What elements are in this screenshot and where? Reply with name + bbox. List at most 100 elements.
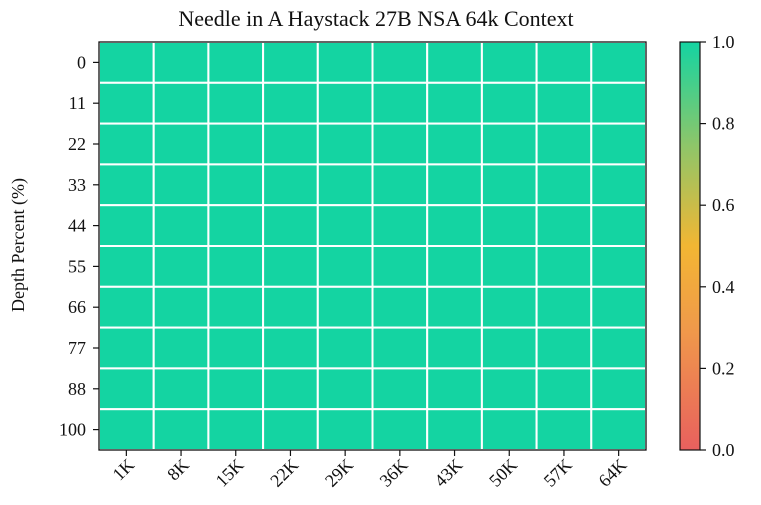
heatmap-cell: [535, 41, 593, 84]
heatmap-cell: [98, 204, 155, 247]
heatmap-cell: [98, 367, 155, 411]
heatmap-cells: [98, 41, 647, 452]
heatmap-cell: [262, 163, 319, 207]
y-tick-label: 33: [68, 175, 86, 195]
y-tick-label: 22: [68, 134, 86, 154]
heatmap-cell: [98, 408, 155, 452]
heatmap-cell: [207, 204, 265, 247]
heatmap-cell: [316, 285, 374, 329]
heatmap-cell: [98, 122, 155, 166]
heatmap-cell: [371, 285, 429, 329]
heatmap-cell: [535, 81, 593, 125]
heatmap-cell: [535, 326, 593, 370]
heatmap-cell: [426, 367, 483, 411]
colorbar-tick-label: 0.2: [712, 358, 735, 378]
x-tick-label: 22K: [266, 455, 302, 491]
heatmap-cell: [535, 285, 593, 329]
heatmap-cell: [590, 122, 647, 166]
heatmap-cell: [152, 326, 210, 370]
x-tick-labels: 1K 8K 15K 22K 29K 36K 43K 50K 57K 64K: [108, 450, 630, 491]
heatmap-cell: [590, 204, 647, 247]
heatmap-cell: [590, 408, 647, 452]
colorbar-tick-label: 0.4: [712, 277, 735, 297]
heatmap-cell: [371, 81, 429, 125]
heatmap-cell: [371, 204, 429, 247]
y-tick-label: 100: [59, 420, 86, 440]
heatmap-cell: [152, 163, 210, 207]
heatmap-cell: [262, 367, 319, 411]
heatmap-cell: [480, 41, 538, 84]
y-tick-labels: 0 11 22 33 44 55 66 77 88 100: [59, 52, 99, 440]
chart-title: Needle in A Haystack 27B NSA 64k Context: [178, 6, 573, 31]
heatmap-cell: [480, 81, 538, 125]
heatmap-cell: [262, 285, 319, 329]
colorbar-gradient: [679, 41, 701, 451]
heatmap-cell: [371, 245, 429, 288]
heatmap-cell: [316, 408, 374, 452]
heatmap-cell: [426, 408, 483, 452]
y-tick-label: 44: [68, 216, 86, 236]
colorbar-tick-label: 0.0: [712, 440, 735, 460]
heatmap-cell: [152, 285, 210, 329]
heatmap-cell: [98, 163, 155, 207]
x-tick-label: 8K: [163, 455, 193, 485]
heatmap-cell: [480, 245, 538, 288]
y-tick-label: 66: [68, 297, 86, 317]
y-tick-label: 0: [77, 52, 86, 72]
heatmap-cell: [480, 122, 538, 166]
heatmap-cell: [262, 408, 319, 452]
heatmap-cell: [207, 367, 265, 411]
heatmap-cell: [152, 41, 210, 84]
heatmap-cell: [371, 367, 429, 411]
heatmap-cell: [152, 81, 210, 125]
heatmap-cell: [152, 122, 210, 166]
heatmap-cell: [207, 81, 265, 125]
x-tick-label: 50K: [485, 455, 521, 491]
heatmap-cell: [535, 367, 593, 411]
heatmap-cell: [535, 245, 593, 288]
heatmap-cell: [152, 367, 210, 411]
heatmap-cell: [535, 408, 593, 452]
heatmap-cell: [207, 408, 265, 452]
heatmap-cell: [152, 408, 210, 452]
x-tick-label: 29K: [321, 455, 357, 491]
colorbar-tick-label: 0.6: [712, 195, 735, 215]
heatmap-cell: [480, 326, 538, 370]
heatmap-cell: [262, 41, 319, 84]
heatmap-cell: [207, 163, 265, 207]
heatmap-cell: [98, 326, 155, 370]
heatmap-cell: [426, 326, 483, 370]
heatmap-cell: [316, 367, 374, 411]
heatmap-cell: [371, 326, 429, 370]
heatmap-cell: [535, 163, 593, 207]
heatmap-cell: [316, 326, 374, 370]
x-tick-label: 15K: [212, 455, 248, 491]
heatmap-cell: [262, 245, 319, 288]
heatmap-cell: [480, 408, 538, 452]
colorbar: 0.0 0.2 0.4 0.6 0.8 1.0: [679, 32, 735, 460]
heatmap-cell: [590, 41, 647, 84]
heatmap-cell: [98, 81, 155, 125]
colorbar-tick-label: 0.8: [712, 114, 735, 134]
heatmap-cell: [590, 245, 647, 288]
heatmap-cell: [426, 122, 483, 166]
heatmap-cell: [590, 326, 647, 370]
heatmap-cell: [480, 163, 538, 207]
heatmap-cell: [316, 122, 374, 166]
heatmap-cell: [316, 81, 374, 125]
x-tick-label: 57K: [540, 455, 576, 491]
heatmap-cell: [152, 204, 210, 247]
heatmap-cell: [316, 245, 374, 288]
heatmap-cell: [426, 41, 483, 84]
heatmap-cell: [152, 245, 210, 288]
heatmap-cell: [98, 245, 155, 288]
heatmap-cell: [316, 163, 374, 207]
plot-frame: [98, 41, 647, 451]
y-tick-label: 88: [68, 379, 86, 399]
heatmap-cell: [316, 204, 374, 247]
heatmap-cell: [480, 367, 538, 411]
heatmap-cell: [207, 245, 265, 288]
heatmap-cell: [426, 285, 483, 329]
heatmap-cell: [480, 204, 538, 247]
